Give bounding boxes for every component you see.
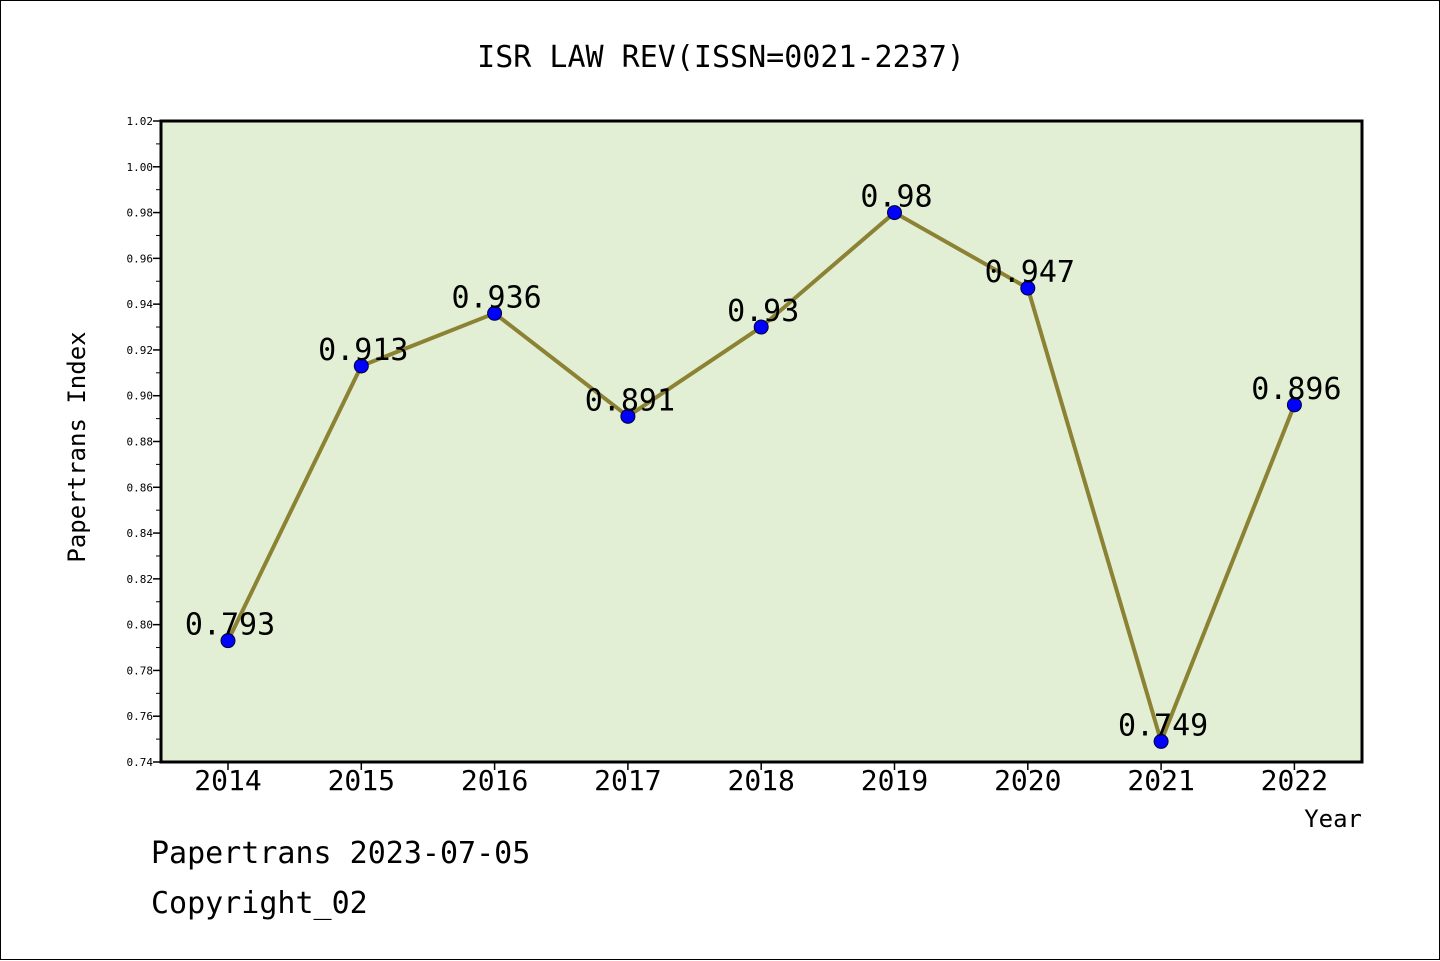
y-tick-label: 0.74 bbox=[127, 756, 154, 769]
y-tick-label: 0.92 bbox=[127, 344, 154, 357]
data-points bbox=[220, 205, 1302, 749]
x-tick-label: 2017 bbox=[594, 764, 661, 797]
y-tick-label: 0.94 bbox=[127, 298, 154, 311]
x-tick-label: 2015 bbox=[328, 764, 395, 797]
y-tick-label: 0.98 bbox=[127, 207, 154, 220]
x-tick-label: 2019 bbox=[861, 764, 928, 797]
plot-area bbox=[161, 121, 1362, 762]
data-point bbox=[1286, 397, 1302, 413]
data-point bbox=[1020, 280, 1036, 296]
data-label: 0.896 bbox=[1251, 372, 1341, 407]
data-point bbox=[353, 358, 369, 374]
y-axis-label: Papertrans Index bbox=[63, 331, 91, 562]
y-tick-label: 0.82 bbox=[127, 573, 154, 586]
x-tick-label: 2016 bbox=[461, 764, 528, 797]
footer-copyright: Copyright_02 bbox=[151, 886, 368, 921]
plot-border bbox=[159, 119, 1364, 764]
data-label: 0.913 bbox=[318, 333, 408, 368]
y-tick-label: 0.78 bbox=[127, 664, 154, 677]
y-tick-label: 0.90 bbox=[127, 390, 154, 403]
data-point bbox=[487, 305, 503, 321]
data-label: 0.93 bbox=[727, 294, 799, 329]
data-point bbox=[753, 319, 769, 335]
data-label: 0.947 bbox=[985, 255, 1075, 290]
x-tick-label: 2021 bbox=[1127, 764, 1194, 797]
data-labels: 0.793 0.913 0.936 0.891 0.93 0.98 0.947 0.749 0.… bbox=[185, 180, 1342, 744]
y-tick-label: 0.76 bbox=[127, 710, 154, 723]
y-axis: 0.74 0.76 0.78 0.80 0.82 0.84 0.86 0.88 0.90 0.92… bbox=[127, 115, 161, 769]
y-tick-label: 0.96 bbox=[127, 252, 154, 265]
data-label: 0.98 bbox=[860, 180, 932, 215]
x-tick-label: 2014 bbox=[194, 764, 261, 797]
footer-date: Papertrans 2023-07-05 bbox=[151, 836, 531, 871]
data-label: 0.749 bbox=[1118, 708, 1208, 743]
data-label: 0.891 bbox=[585, 383, 675, 418]
y-tick-label: 0.80 bbox=[127, 619, 154, 632]
data-point bbox=[220, 633, 236, 649]
data-point bbox=[620, 408, 636, 424]
data-point bbox=[887, 205, 902, 221]
y-tick-label: 1.00 bbox=[127, 161, 154, 174]
x-axis: 2014 2015 2016 2017 2018 2019 2020 2021 2022 bbox=[194, 762, 1328, 797]
x-tick-label: 2022 bbox=[1261, 764, 1328, 797]
y-tick-label: 0.86 bbox=[127, 481, 154, 494]
y-tick-label: 0.88 bbox=[127, 436, 154, 449]
data-label: 0.793 bbox=[185, 608, 275, 643]
x-axis-label: Year bbox=[1304, 805, 1362, 833]
y-tick-label: 1.02 bbox=[127, 115, 154, 128]
x-tick-label: 2018 bbox=[727, 764, 794, 797]
x-tick-label: 2020 bbox=[994, 764, 1061, 797]
y-tick-label: 0.84 bbox=[127, 527, 154, 540]
chart-title: ISR LAW REV(ISSN=0021-2237) bbox=[477, 40, 965, 75]
data-point bbox=[1153, 733, 1169, 749]
data-label: 0.936 bbox=[451, 280, 541, 315]
